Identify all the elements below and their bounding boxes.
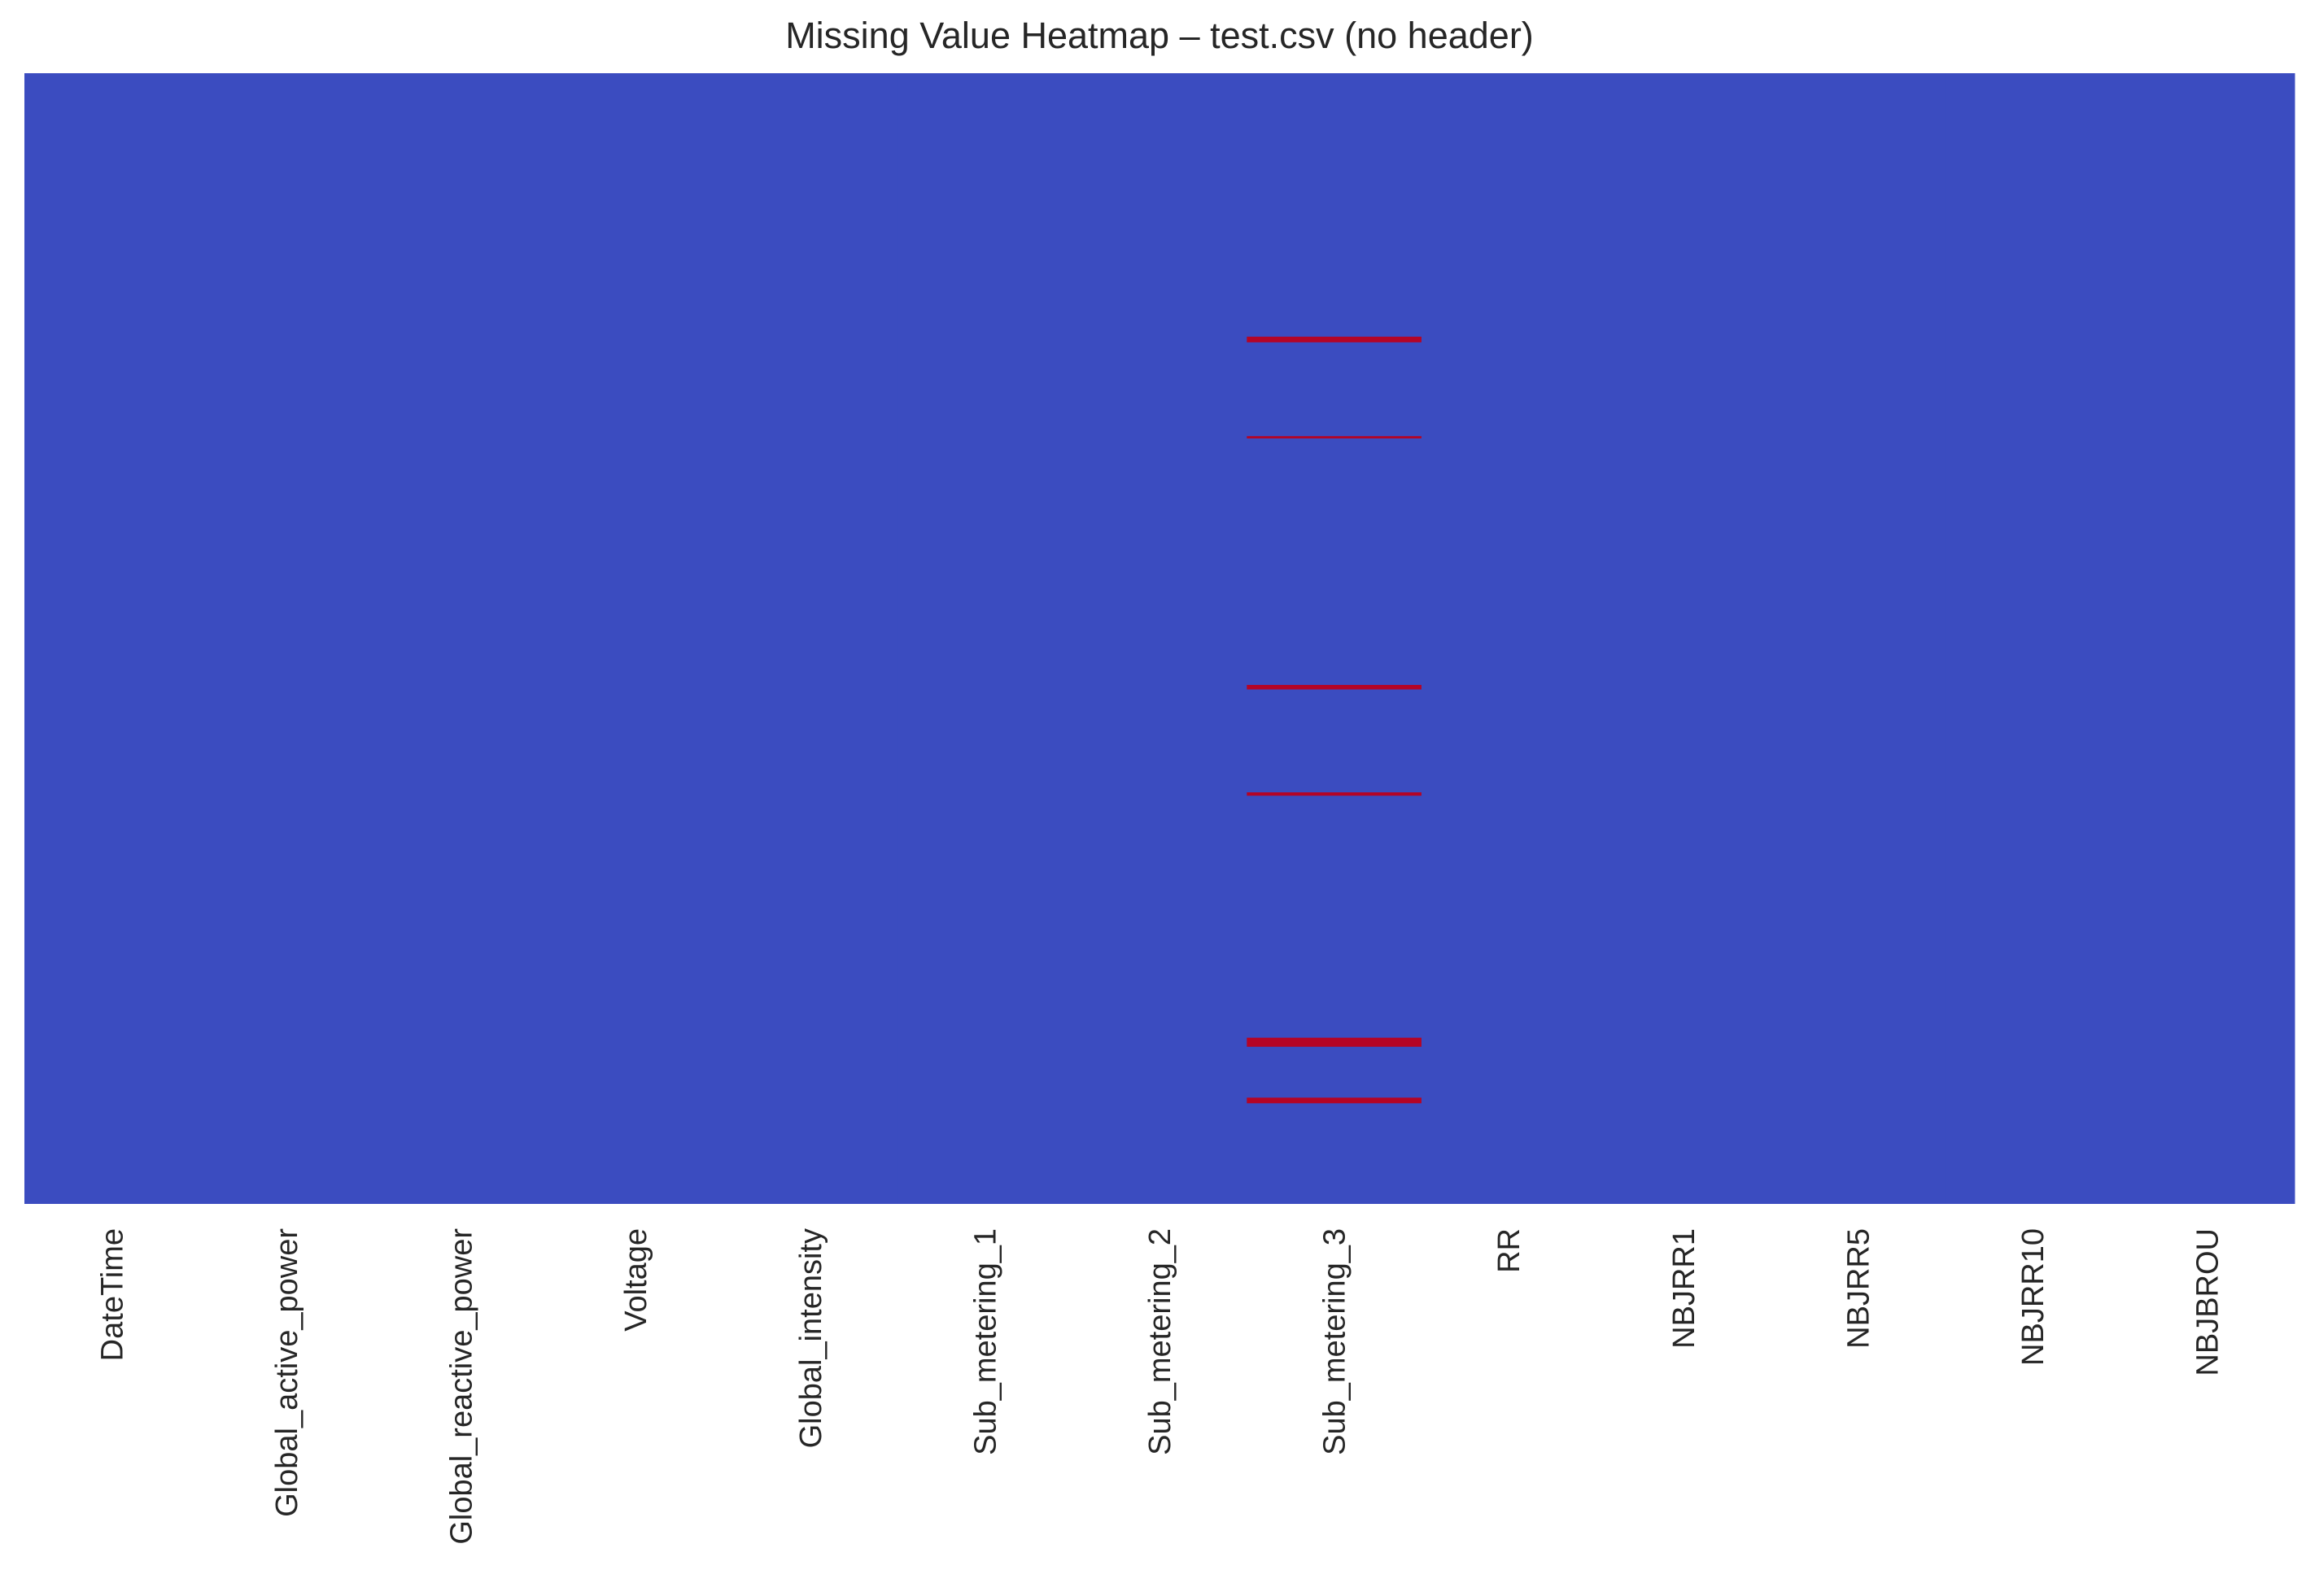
x-tick-label-Sub_metering_3: Sub_metering_3 [1318, 1228, 1352, 1455]
x-tick-label-NBJRR1: NBJRR1 [1667, 1228, 1701, 1349]
heatmap-column-RR [1421, 73, 1597, 1204]
heatmap-column-Global_reactive_power [373, 73, 549, 1204]
x-tick-label-NBJRR5: NBJRR5 [1841, 1228, 1876, 1349]
missing-band-2 [1247, 684, 1422, 690]
x-tick-label-NBJRR10: NBJRR10 [2016, 1228, 2050, 1366]
chart-title: Missing Value Heatmap – test.csv (no hea… [785, 15, 1534, 56]
plot-area [24, 73, 2295, 1204]
missing-band-5 [1247, 1097, 1422, 1104]
x-tick-label-Sub_metering_1: Sub_metering_1 [968, 1228, 1002, 1455]
x-tick-label-DateTime: DateTime [95, 1228, 129, 1361]
heatmap-column-NBJRR5 [1771, 73, 1946, 1204]
heatmap-column-NBJRR1 [1596, 73, 1771, 1204]
heatmap-column-DateTime [24, 73, 200, 1204]
x-tick-label-NBJBROU: NBJBROU [2191, 1228, 2225, 1376]
x-tick-label-Global_intensity: Global_intensity [794, 1228, 828, 1448]
missing-band-3 [1247, 792, 1422, 796]
heatmap-column-Sub_metering_1 [897, 73, 1073, 1204]
heatmap-column-NBJBROU [2120, 73, 2295, 1204]
x-tick-label-Voltage: Voltage [619, 1228, 653, 1332]
heatmap-column-Global_active_power [199, 73, 374, 1204]
missing-band-4 [1247, 1037, 1422, 1047]
x-tick-label-Global_active_power: Global_active_power [270, 1228, 304, 1517]
missing-band-0 [1247, 336, 1422, 342]
heatmap-column-Voltage [548, 73, 723, 1204]
missing-band-1 [1247, 436, 1422, 438]
heatmap-column-Sub_metering_2 [1072, 73, 1247, 1204]
x-axis-tick-labels: DateTime Global_active_power Global_reacti… [95, 1228, 2225, 1545]
heatmap-column-Global_intensity [723, 73, 898, 1204]
x-tick-label-Sub_metering_2: Sub_metering_2 [1143, 1228, 1177, 1455]
heatmap-column-NBJRR10 [1945, 73, 2120, 1204]
x-tick-label-Global_reactive_power: Global_reactive_power [445, 1228, 479, 1545]
heatmap-column-Sub_metering_3 [1247, 73, 1422, 1204]
x-tick-label-RR: RR [1492, 1228, 1526, 1273]
